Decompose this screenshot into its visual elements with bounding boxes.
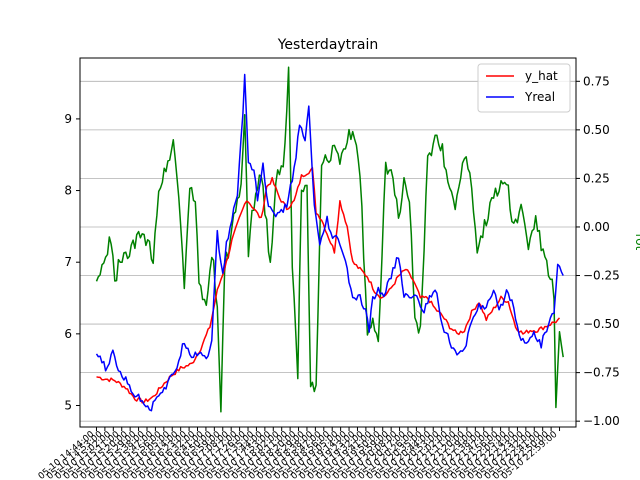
plot-frame	[79, 57, 577, 428]
right-tick-label: −0.50	[583, 317, 620, 331]
legend: y_hat Yreal	[477, 63, 571, 113]
right-tick-label: −0.75	[583, 366, 620, 380]
left-tick-label: 8	[64, 184, 72, 198]
grid-layer	[80, 80, 576, 422]
series-line-rot	[95, 66, 564, 413]
series-layer	[95, 66, 564, 413]
right-tick-label: 0.50	[583, 123, 610, 137]
left-tick-label: 7	[64, 255, 72, 269]
legend-label-y-hat: y_hat	[525, 69, 558, 83]
chart-title: Yesterdaytrain	[277, 37, 379, 53]
right-axis: −1.00 −0.75 −0.50 −0.25 0.00 0.25 0.50 0.75	[576, 74, 620, 428]
right-tick-label: −0.25	[583, 269, 620, 283]
left-tick-label: 9	[64, 112, 72, 126]
left-axis: 5 6 7 8 9	[64, 112, 80, 413]
right-axis-label: rot	[633, 234, 640, 251]
left-tick-label: 5	[64, 399, 72, 413]
left-tick-label: 6	[64, 327, 72, 341]
legend-label-yreal: Yreal	[524, 90, 555, 104]
right-tick-label: −1.00	[583, 414, 620, 428]
right-tick-label: 0.75	[583, 74, 610, 88]
series-line-yreal	[95, 73, 564, 412]
right-tick-label: 0.25	[583, 171, 610, 185]
right-tick-label: 0.00	[583, 220, 610, 234]
